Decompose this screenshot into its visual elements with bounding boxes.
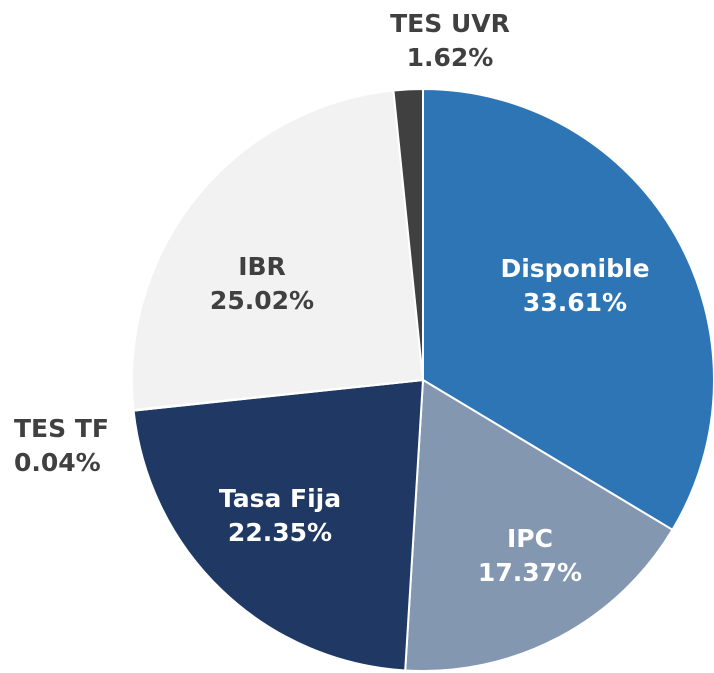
pie-slice xyxy=(404,378,674,672)
slice-name: TES TF xyxy=(14,414,109,443)
slice-name: Tasa Fija xyxy=(219,484,341,513)
pie-slice xyxy=(132,378,425,672)
slice-name: TES UVR xyxy=(390,9,510,38)
slice-name: IPC xyxy=(507,524,553,553)
slice-name: IBR xyxy=(238,252,286,281)
slice-value-label: 25.02% xyxy=(210,286,314,315)
slice-value-label: 1.62% xyxy=(407,43,494,72)
slice-value-label: 0.04% xyxy=(14,448,101,477)
slice-name: Disponible xyxy=(500,254,649,283)
slice-value-label: 22.35% xyxy=(228,518,332,547)
slice-value-label: 17.37% xyxy=(478,558,582,587)
pie-slice xyxy=(422,87,714,532)
pie-slice xyxy=(131,89,425,411)
slice-value-label: 33.61% xyxy=(523,288,627,317)
pie-slice xyxy=(392,87,424,381)
